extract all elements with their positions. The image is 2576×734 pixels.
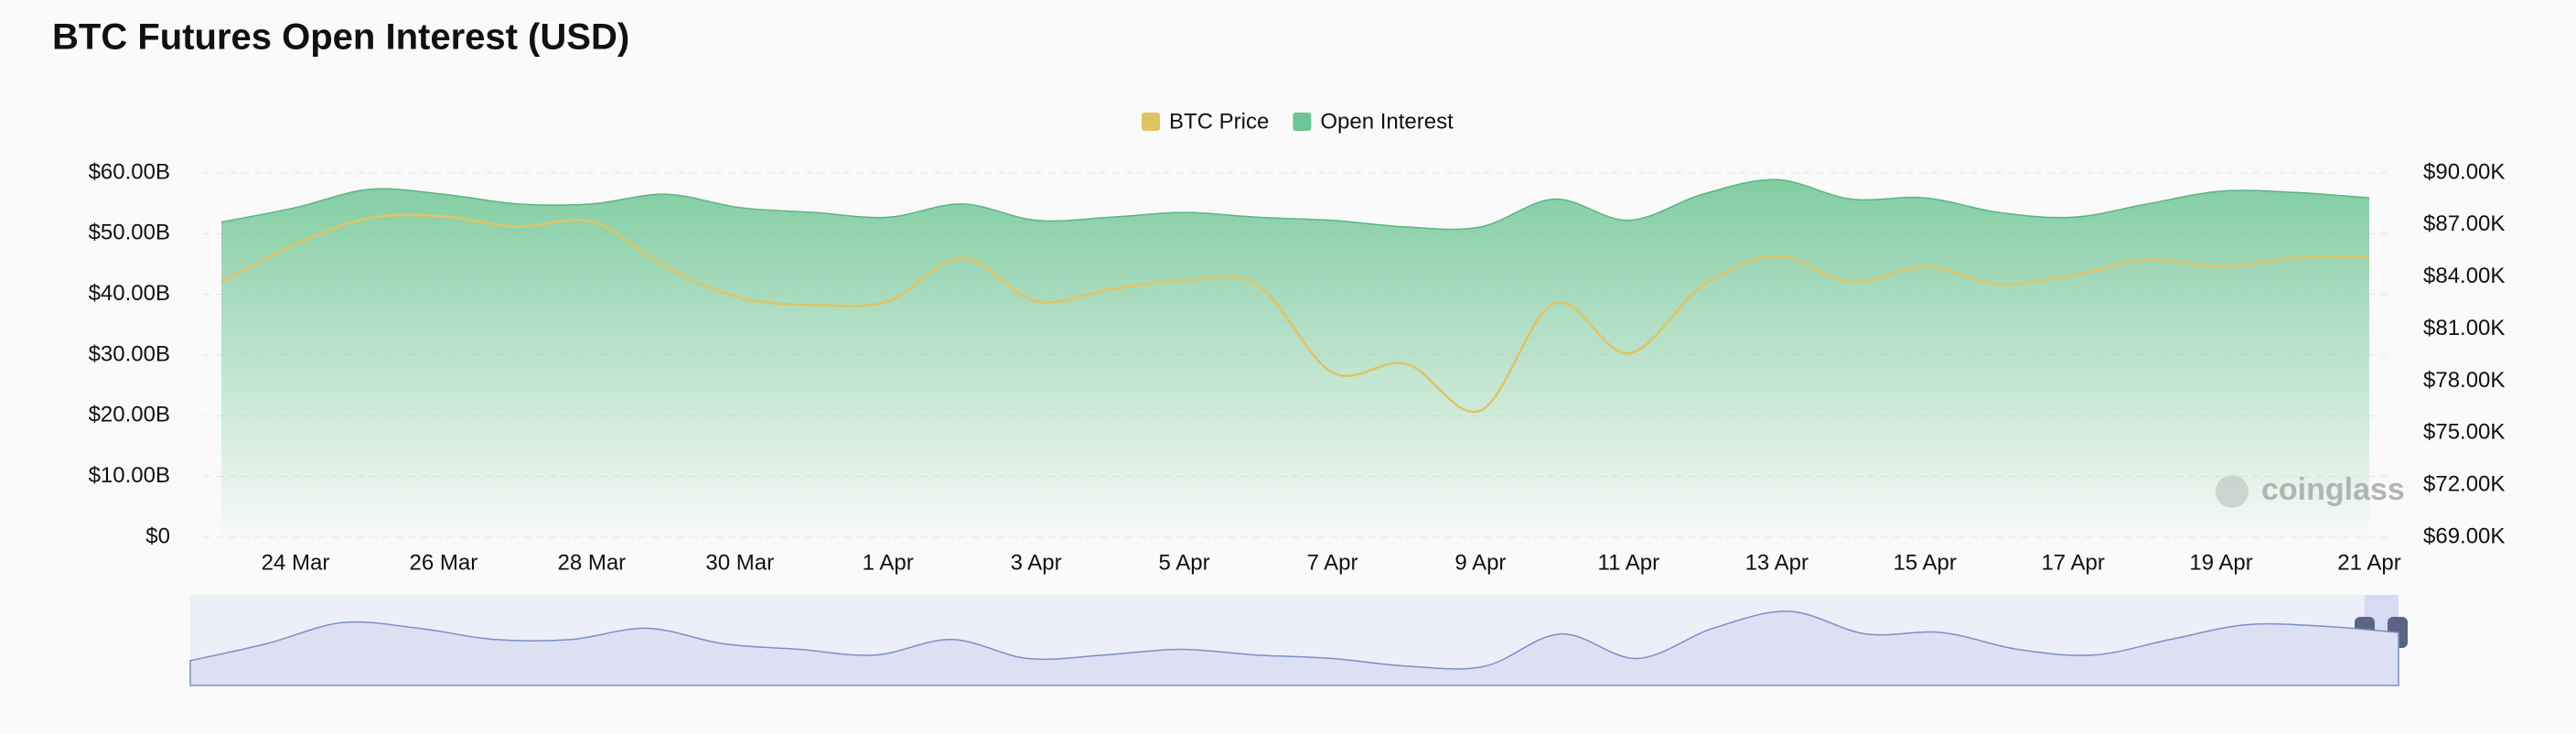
x-tick-label: 21 Apr bbox=[2337, 550, 2400, 575]
y2-tick-label: $75.00K bbox=[2423, 420, 2505, 445]
x-tick-label: 19 Apr bbox=[2189, 550, 2252, 575]
y2-tick-label: $78.00K bbox=[2423, 368, 2505, 393]
y2-tick-label: $69.00K bbox=[2423, 524, 2505, 548]
legend: BTC Price Open Interest bbox=[1142, 109, 1454, 134]
legend-label: Open Interest bbox=[1320, 109, 1454, 134]
x-tick-label: 24 Mar bbox=[262, 550, 330, 575]
y-tick-label: $10.00B bbox=[89, 463, 170, 488]
y2-tick-label: $81.00K bbox=[2423, 316, 2505, 340]
y2-tick-label: $84.00K bbox=[2423, 264, 2505, 288]
x-tick-label: 7 Apr bbox=[1306, 550, 1358, 575]
line bbox=[220, 178, 2370, 231]
y-tick-label: $30.00B bbox=[89, 341, 170, 366]
x-tick-label: 15 Apr bbox=[1894, 550, 1957, 575]
y-tick-label: $0 bbox=[145, 524, 170, 548]
y2-tick-label: $90.00K bbox=[2423, 159, 2505, 184]
navigator-line bbox=[189, 610, 2399, 686]
x-tick-label: 17 Apr bbox=[2041, 550, 2104, 575]
x-tick-label: 11 Apr bbox=[1598, 550, 1660, 575]
x-tick-label: 30 Mar bbox=[705, 550, 774, 575]
y-tick-label: $40.00B bbox=[89, 281, 170, 306]
y2-tick-label: $87.00K bbox=[2423, 211, 2505, 236]
x-tick-label: 26 Mar bbox=[410, 550, 478, 575]
line bbox=[220, 213, 2370, 414]
x-tick-label: 28 Mar bbox=[557, 550, 626, 575]
x-tick-label: 9 Apr bbox=[1454, 550, 1506, 575]
x-tick-label: 13 Apr bbox=[1745, 550, 1809, 575]
legend-swatch bbox=[1142, 113, 1160, 131]
x-tick-label: 1 Apr bbox=[863, 550, 914, 575]
area bbox=[221, 179, 2369, 537]
legend-swatch bbox=[1293, 113, 1312, 131]
x-tick-label: 5 Apr bbox=[1159, 550, 1210, 575]
legend-label: BTC Price bbox=[1169, 109, 1269, 134]
chart-title: BTC Futures Open Interest (USD) bbox=[52, 17, 629, 58]
x-tick-label: 3 Apr bbox=[1011, 550, 1062, 575]
y-tick-label: $50.00B bbox=[89, 221, 170, 245]
y-tick-label: $20.00B bbox=[89, 403, 170, 427]
y2-tick-label: $72.00K bbox=[2423, 471, 2505, 496]
y-tick-label: $60.00B bbox=[89, 159, 170, 184]
